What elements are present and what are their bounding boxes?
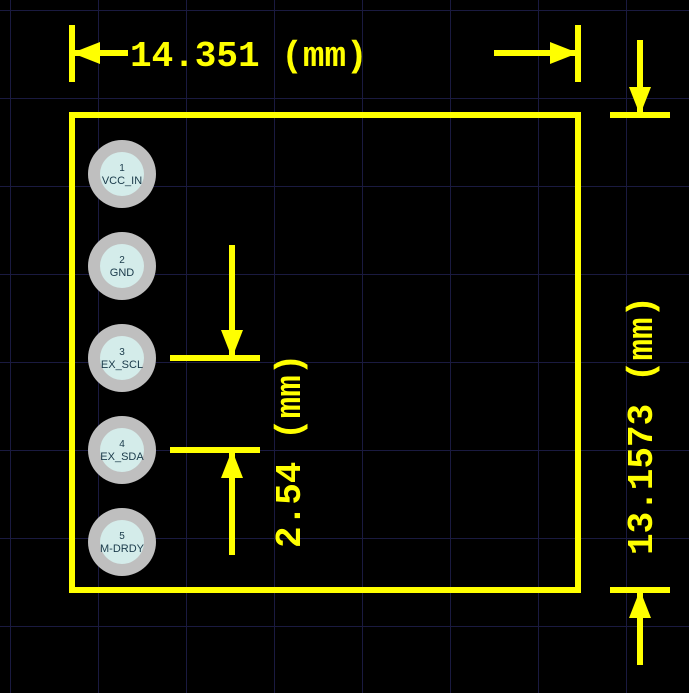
dimension-height: 13.1573 (mm) bbox=[610, 40, 670, 665]
pad-number: 4 bbox=[119, 439, 125, 450]
pad-label: EX_SDA bbox=[100, 451, 144, 463]
pad-label: VCC_IN bbox=[102, 175, 142, 187]
pad-label: GND bbox=[110, 267, 135, 279]
pad-number: 3 bbox=[119, 347, 125, 358]
pad-3: 3EX_SCL bbox=[88, 324, 156, 392]
dimension-height-label: 13.1573 (mm) bbox=[622, 296, 663, 555]
pad-number: 1 bbox=[119, 163, 125, 174]
pad-number: 2 bbox=[119, 255, 125, 266]
pad-label: M-DRDY bbox=[100, 543, 145, 555]
dimension-width: 14.351 (mm) bbox=[72, 25, 578, 82]
pad-row: 1VCC_IN 2GND 3EX_SCL 4EX_SDA 5M-DRDY bbox=[88, 140, 156, 576]
pad-5: 5M-DRDY bbox=[88, 508, 156, 576]
pcb-diagram: 14.351 (mm) 13.1573 (mm) 2.54 (mm) 1VCC_… bbox=[0, 0, 689, 693]
dimension-pitch: 2.54 (mm) bbox=[170, 245, 311, 555]
pad-1: 1VCC_IN bbox=[88, 140, 156, 208]
dimension-width-label: 14.351 (mm) bbox=[130, 36, 368, 77]
dimension-pitch-label: 2.54 (mm) bbox=[270, 354, 311, 548]
pad-2: 2GND bbox=[88, 232, 156, 300]
pad-4: 4EX_SDA bbox=[88, 416, 156, 484]
pad-label: EX_SCL bbox=[101, 359, 143, 371]
pad-number: 5 bbox=[119, 531, 125, 542]
